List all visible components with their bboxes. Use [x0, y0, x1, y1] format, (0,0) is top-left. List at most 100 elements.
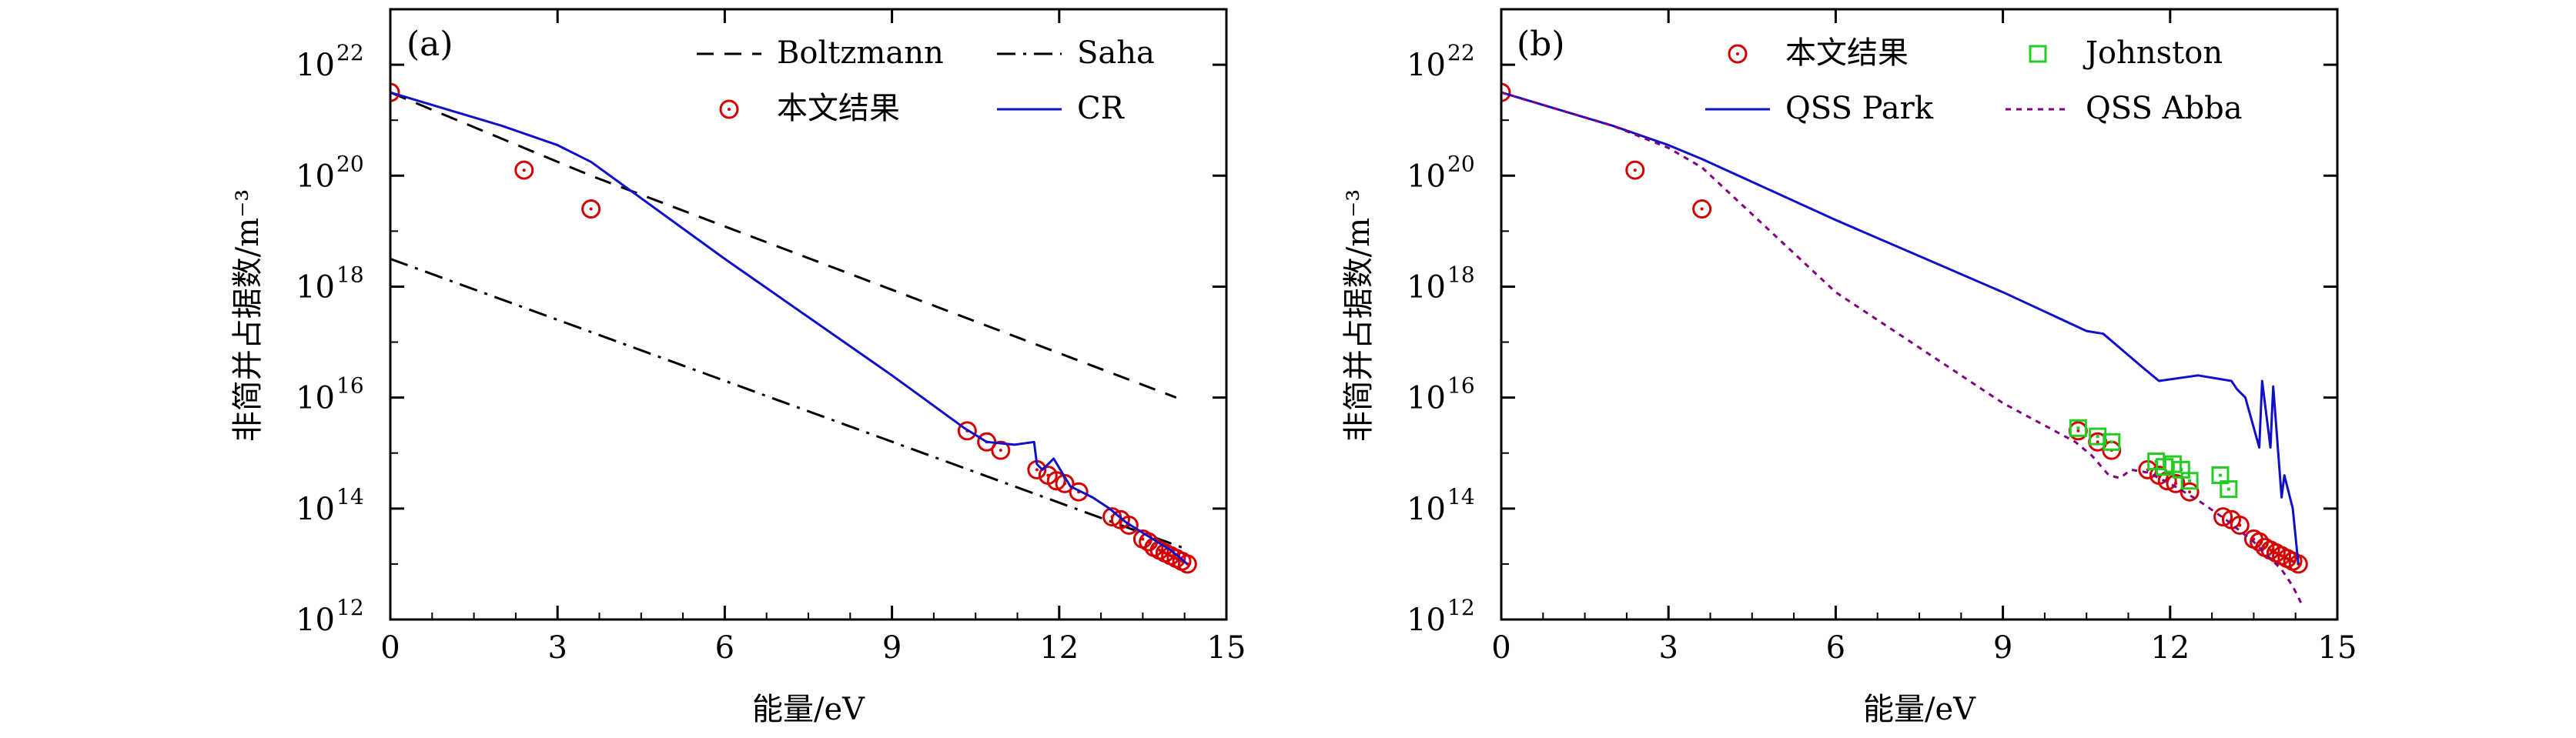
- y-tick-exponent: 16: [1447, 373, 1475, 399]
- x-tick-label: 3: [1658, 630, 1678, 666]
- x-tick-label: 15: [1207, 630, 1246, 666]
- y-tick-exponent: 12: [336, 595, 364, 620]
- series-line-Saha: [390, 257, 1183, 549]
- data-point-center-本文结果: [2174, 482, 2178, 486]
- data-point-本文结果: [514, 160, 534, 180]
- x-tick-label: 9: [882, 630, 902, 666]
- series-line-CR: [390, 91, 1189, 566]
- data-point-center-本文结果: [589, 207, 593, 211]
- legend-a: Boltzmann Saha 本文结果 CR: [697, 35, 1155, 126]
- data-point-本文结果: [2166, 473, 2186, 493]
- data-point-Johnston: [2103, 432, 2121, 451]
- data-point-center-Johnston: [2109, 440, 2113, 444]
- data-point-本文结果: [390, 82, 400, 102]
- y-tick-mantissa: 10: [1407, 269, 1446, 305]
- data-point-center-本文结果: [2291, 559, 2295, 563]
- data-point-center-本文结果: [2285, 556, 2289, 560]
- data-point-center-Johnston: [2076, 426, 2080, 430]
- data-point-本文结果: [2230, 515, 2250, 535]
- data-point-center-本文结果: [2076, 429, 2080, 432]
- data-point-center-本文结果: [2269, 548, 2273, 552]
- y-tick-mantissa: 10: [296, 269, 335, 305]
- data-point-本文结果: [991, 440, 1011, 460]
- y-tick-exponent: 14: [1447, 484, 1475, 509]
- plot-area-a: [390, 82, 1197, 574]
- data-point-Johnston: [2069, 419, 2087, 437]
- legend-label: Johnston: [2083, 35, 2223, 71]
- y-tick-mantissa: 10: [296, 492, 335, 527]
- data-point-center-本文结果: [2280, 554, 2283, 558]
- x-axis-label-a: 能量/eV: [752, 692, 865, 727]
- data-point-本文结果: [581, 199, 601, 219]
- y-tick-exponent: 12: [1447, 595, 1475, 620]
- data-point-本文结果: [2180, 482, 2200, 502]
- y-tick-mantissa: 10: [1407, 381, 1446, 416]
- data-point-center-本文结果: [999, 449, 1002, 452]
- data-point-center-本文结果: [1158, 548, 1162, 552]
- y-tick-exponent: 22: [336, 40, 364, 65]
- data-point-Johnston: [2220, 480, 2238, 499]
- data-point-center-Johnston: [2218, 473, 2222, 477]
- data-point-本文结果: [957, 421, 977, 441]
- data-point-center-本文结果: [1063, 482, 1067, 486]
- x-tick-label: 9: [1993, 630, 2012, 666]
- data-point-center-Johnston: [2226, 487, 2230, 491]
- y-tick-mantissa: 10: [1407, 603, 1446, 638]
- series-line-QSS Abba: [1501, 91, 2303, 604]
- y-tick-mantissa: 10: [296, 48, 335, 83]
- x-tick-label: 15: [2318, 630, 2357, 666]
- plot-area-b: [1501, 82, 2308, 604]
- y-tick-mantissa: 10: [296, 159, 335, 194]
- x-tick-label: 12: [1039, 630, 1079, 666]
- y-tick-mantissa: 10: [1407, 492, 1446, 527]
- y-tick-mantissa: 10: [1407, 48, 1446, 83]
- data-point-本文结果: [1692, 199, 1712, 219]
- y-tick-exponent: 14: [336, 484, 364, 509]
- data-point-本文结果: [2213, 507, 2233, 527]
- data-point-center-本文结果: [1169, 554, 1173, 558]
- legend-marker-Johnston: [2029, 45, 2047, 63]
- y-tick-exponent: 16: [336, 373, 364, 399]
- y-axis-label-b: 非简并占据数/m⁻³: [1341, 189, 1377, 442]
- x-tick-label: 6: [1826, 630, 1845, 666]
- y-tick-mantissa: 10: [1407, 159, 1446, 194]
- y-tick-exponent: 20: [336, 151, 364, 176]
- data-point-center-本文结果: [1174, 556, 1178, 560]
- data-point-本文结果: [1046, 471, 1066, 491]
- x-tick-label: 0: [1491, 630, 1510, 666]
- x-axis-label-b: 能量/eV: [1863, 692, 1976, 727]
- legend-label: 本文结果: [777, 91, 900, 126]
- data-point-本文结果: [1625, 160, 1645, 180]
- y-tick-exponent: 18: [336, 262, 364, 287]
- y-tick-mantissa: 10: [296, 381, 335, 416]
- y-tick-exponent: 22: [1447, 40, 1475, 65]
- data-point-本文结果: [1177, 554, 1197, 574]
- data-point-center-Johnston: [2180, 468, 2183, 472]
- panel-label-b: (b): [1517, 25, 1565, 64]
- data-point-center-本文结果: [1141, 537, 1145, 541]
- panel-label-a: (a): [406, 25, 453, 64]
- x-tick-label: 3: [547, 630, 567, 666]
- data-point-center-Johnston: [2096, 435, 2099, 439]
- y-tick-mantissa: 10: [296, 603, 335, 638]
- legend-label: QSS Abba: [2086, 91, 2243, 126]
- data-point-center-Johnston: [2188, 479, 2192, 483]
- data-point-Johnston: [2089, 427, 2107, 446]
- legend-marker-center-本文结果: [728, 108, 731, 111]
- series-line-QSS Park: [1501, 91, 2300, 565]
- data-point-center-本文结果: [1633, 169, 1637, 172]
- data-point-center-本文结果: [1035, 468, 1039, 472]
- y-tick-exponent: 18: [1447, 262, 1475, 287]
- data-point-center-本文结果: [1152, 546, 1156, 549]
- data-point-center-本文结果: [1163, 551, 1167, 555]
- series-line-Boltzmann: [390, 91, 1177, 399]
- data-point-本文结果: [1501, 82, 1511, 102]
- legend-marker-本文结果: [1728, 44, 1748, 64]
- legend-label: 本文结果: [1785, 35, 1909, 71]
- y-tick-exponent: 20: [1447, 151, 1475, 176]
- data-point-center-本文结果: [1700, 207, 1704, 211]
- legend-label: Saha: [1077, 35, 1155, 71]
